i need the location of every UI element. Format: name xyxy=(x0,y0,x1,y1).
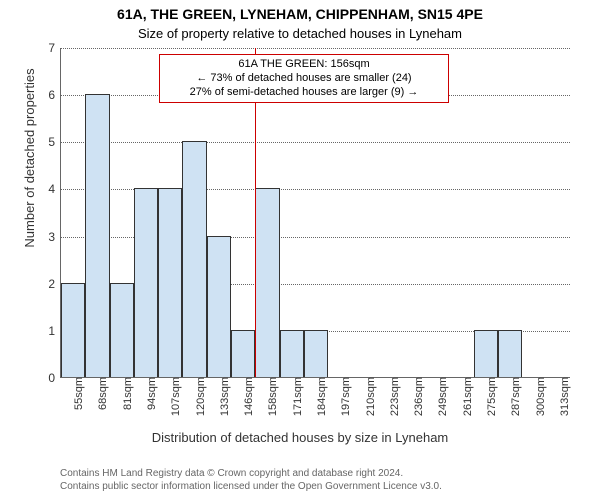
y-axis-label: Number of detached properties xyxy=(22,0,37,323)
annotation-line: 61A THE GREEN: 156sqm xyxy=(166,58,442,72)
y-tick-label: 3 xyxy=(48,230,61,244)
x-tick-label: 287sqm xyxy=(510,377,522,416)
y-tick-label: 0 xyxy=(48,371,61,385)
histogram-bar xyxy=(474,330,498,377)
y-tick-label: 7 xyxy=(48,41,61,55)
x-tick-label: 197sqm xyxy=(340,377,352,416)
histogram-bar xyxy=(498,330,522,377)
y-tick-label: 1 xyxy=(48,324,61,338)
histogram-chart: 61A, THE GREEN, LYNEHAM, CHIPPENHAM, SN1… xyxy=(0,0,600,500)
histogram-bar xyxy=(158,188,182,377)
gridline xyxy=(61,48,570,49)
x-tick-label: 236sqm xyxy=(413,377,425,416)
x-tick-label: 94sqm xyxy=(146,377,158,410)
x-tick-label: 171sqm xyxy=(292,377,304,416)
footer-line-2: Contains public sector information licen… xyxy=(60,481,442,494)
x-tick-label: 300sqm xyxy=(535,377,547,416)
histogram-bar xyxy=(280,330,304,377)
x-tick-label: 261sqm xyxy=(462,377,474,416)
chart-title: 61A, THE GREEN, LYNEHAM, CHIPPENHAM, SN1… xyxy=(0,6,600,22)
x-tick-label: 146sqm xyxy=(243,377,255,416)
footer-line-1: Contains HM Land Registry data © Crown c… xyxy=(60,468,442,481)
histogram-bar xyxy=(182,141,206,377)
x-tick-label: 275sqm xyxy=(486,377,498,416)
histogram-bar xyxy=(85,94,109,377)
x-tick-label: 223sqm xyxy=(389,377,401,416)
x-tick-label: 55sqm xyxy=(73,377,85,410)
x-tick-label: 210sqm xyxy=(365,377,377,416)
gridline xyxy=(61,142,570,143)
histogram-bar xyxy=(255,188,279,377)
annotation-line: 27% of semi-detached houses are larger (… xyxy=(166,86,442,100)
y-tick-label: 5 xyxy=(48,135,61,149)
x-tick-label: 313sqm xyxy=(559,377,571,416)
x-tick-label: 68sqm xyxy=(97,377,109,410)
x-tick-label: 133sqm xyxy=(219,377,231,416)
histogram-bar xyxy=(207,236,231,377)
x-tick-label: 249sqm xyxy=(437,377,449,416)
y-tick-label: 2 xyxy=(48,277,61,291)
histogram-bar xyxy=(134,188,158,377)
y-tick-label: 4 xyxy=(48,182,61,196)
annotation-line: ← 73% of detached houses are smaller (24… xyxy=(166,72,442,86)
x-tick-label: 120sqm xyxy=(195,377,207,416)
x-axis-label: Distribution of detached houses by size … xyxy=(0,430,600,445)
chart-subtitle: Size of property relative to detached ho… xyxy=(0,26,600,41)
x-tick-label: 158sqm xyxy=(267,377,279,416)
plot-area: 0123456755sqm68sqm81sqm94sqm107sqm120sqm… xyxy=(60,48,570,378)
histogram-bar xyxy=(61,283,85,377)
x-tick-label: 107sqm xyxy=(170,377,182,416)
footer-attribution: Contains HM Land Registry data © Crown c… xyxy=(60,468,442,493)
x-tick-label: 81sqm xyxy=(122,377,134,410)
x-tick-label: 184sqm xyxy=(316,377,328,416)
annotation-box: 61A THE GREEN: 156sqm← 73% of detached h… xyxy=(159,54,449,103)
histogram-bar xyxy=(231,330,255,377)
histogram-bar xyxy=(304,330,328,377)
y-tick-label: 6 xyxy=(48,88,61,102)
histogram-bar xyxy=(110,283,134,377)
